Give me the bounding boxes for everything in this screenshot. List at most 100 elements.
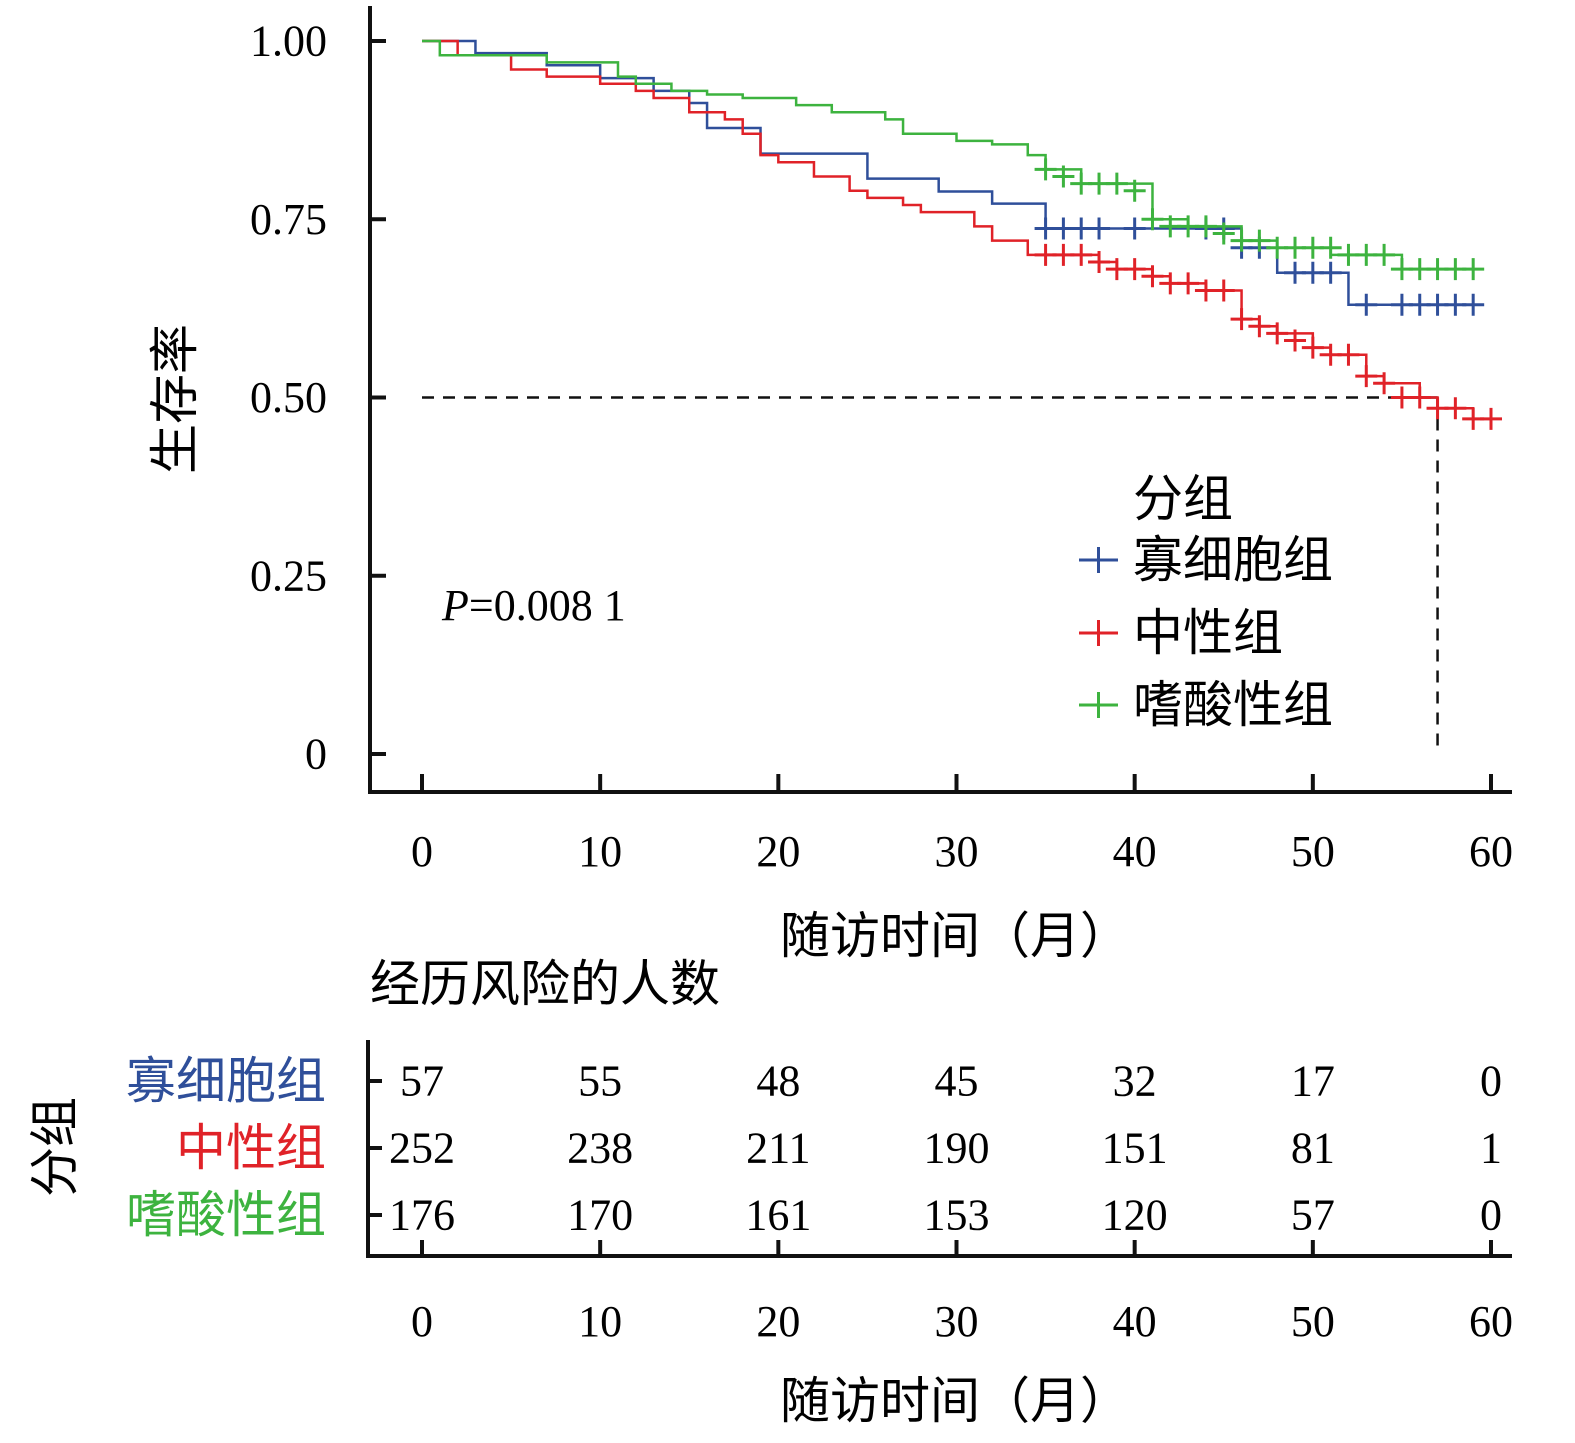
risk-x-tick-label: 10 [578,1297,622,1346]
risk-count: 45 [935,1057,979,1106]
x-tick-label: 10 [578,827,622,876]
risk-row-label: 中性组 [176,1120,326,1176]
risk-count: 55 [578,1057,622,1106]
censor-mark [1141,208,1164,231]
censor-mark [1284,329,1307,352]
x-tick-label: 30 [935,827,979,876]
risk-table-x-ticks: 0 10 20 30 40 50 60 [411,1240,1513,1346]
risk-count: 211 [746,1124,810,1173]
x-axis-label: 随访时间（月） [780,908,1130,964]
median-reference-lines [422,396,1439,754]
legend-label: 嗜酸性组 [1133,677,1333,733]
risk-count: 238 [567,1124,633,1173]
x-tick-label: 0 [411,827,433,876]
censor-mark [1141,265,1164,288]
risk-count: 190 [924,1124,990,1173]
censor-mark [1480,407,1502,430]
risk-count: 252 [389,1124,455,1173]
censor-mark [1123,258,1146,281]
censor-mark [1462,293,1485,316]
risk-row-label: 寡细胞组 [126,1053,326,1109]
risk-count: 120 [1102,1191,1168,1240]
censor-mark [1212,279,1235,302]
censor-mark [1301,336,1324,359]
x-tick-label: 60 [1469,827,1513,876]
survival-curve [422,39,1474,307]
censor-mark [1266,322,1289,345]
x-tick-label: 20 [756,827,800,876]
censor-mark [1123,217,1146,240]
risk-count: 0 [1480,1057,1502,1106]
y-tick-label: 0.50 [250,373,327,422]
censor-mark [1337,343,1360,366]
y-tick-label: 1.00 [250,17,327,66]
series-1 [422,39,1485,316]
censor-mark [1088,217,1111,240]
risk-count: 161 [745,1191,811,1240]
risk-count: 32 [1113,1057,1157,1106]
p-value-text: =0.008 1 [469,581,626,630]
censor-mark [1319,261,1342,284]
censor-mark [1373,372,1396,395]
risk-x-tick-label: 20 [756,1297,800,1346]
y-axis-label: 生存率 [147,324,203,474]
risk-x-tick-label: 50 [1291,1297,1335,1346]
x-tick-label: 40 [1113,827,1157,876]
censor-mark [1462,258,1485,281]
legend-title: 分组 [1133,471,1233,527]
y-ticks: 0 0.25 0.50 0.75 1.00 [250,17,386,779]
x-ticks: 0 10 20 30 40 50 60 [411,774,1513,876]
legend-label: 中性组 [1133,605,1283,661]
censor-mark [1105,172,1128,195]
risk-count: 81 [1291,1124,1335,1173]
y-tick-label: 0 [305,730,327,779]
risk-count: 57 [400,1057,444,1106]
risk-x-tick-label: 40 [1113,1297,1157,1346]
risk-x-tick-label: 0 [411,1297,433,1346]
legend-marker [1079,547,1118,573]
y-tick-label: 0.25 [250,551,327,600]
censor-mark [1088,251,1111,274]
series-3 [422,39,1485,281]
risk-count: 151 [1102,1124,1168,1173]
censor-mark [1052,165,1075,188]
censor-mark [1355,365,1378,388]
survival-series [422,39,1502,430]
p-value-symbol: P [441,581,469,630]
censor-mark [1319,236,1342,259]
p-value-annotation: P=0.008 1 [441,581,626,630]
censor-mark [1177,272,1200,295]
risk-count: 170 [567,1191,633,1240]
censor-mark [1248,315,1271,338]
legend-marker [1079,620,1118,646]
risk-count: 57 [1291,1191,1335,1240]
censor-mark [1123,179,1146,202]
survival-plot: 0 0.25 0.50 0.75 1.00 0 10 20 30 40 50 60 生存率 随访时间… [147,6,1513,964]
legend-marker [1079,692,1118,718]
x-tick-label: 50 [1291,827,1335,876]
censor-mark [1194,215,1217,238]
risk-count: 1 [1480,1124,1502,1173]
risk-row-2: 中性组 252 238 211 190 151 81 1 [176,1120,1502,1176]
risk-count: 17 [1291,1057,1335,1106]
y-tick-label: 0.75 [250,195,327,244]
censor-mark [1034,158,1057,181]
legend-label: 寡细胞组 [1133,532,1333,588]
survival-curve [422,39,1474,271]
risk-count: 176 [389,1191,455,1240]
risk-row-label: 嗜酸性组 [126,1187,326,1243]
censor-mark [1070,243,1093,266]
censor-mark [1444,397,1467,420]
risk-count: 0 [1480,1191,1502,1240]
risk-count: 48 [756,1057,800,1106]
risk-x-tick-label: 30 [935,1297,979,1346]
risk-table-group-label: 分组 [27,1097,83,1197]
risk-row-1: 寡细胞组 57 55 48 45 32 17 0 [126,1053,1502,1109]
censor-mark [1373,243,1396,266]
censor-mark [1212,222,1235,245]
censor-mark [1355,293,1378,316]
